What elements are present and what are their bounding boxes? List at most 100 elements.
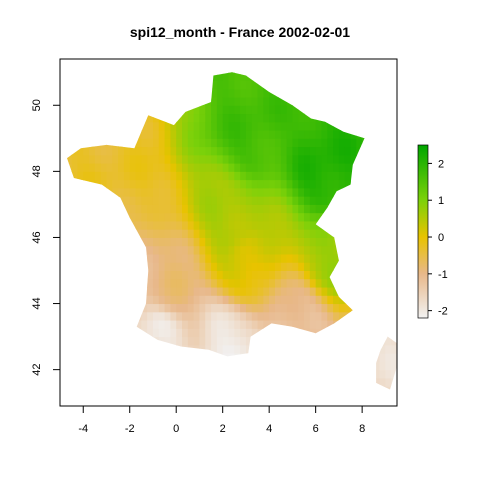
raster-cell: [60, 213, 66, 222]
raster-cell: [83, 394, 89, 403]
raster-cell: [367, 72, 375, 81]
raster-cell: [350, 171, 357, 181]
raster-cell: [292, 353, 299, 362]
raster-cell: [216, 262, 224, 271]
raster-cell: [245, 377, 253, 387]
raster-cell: [112, 204, 119, 214]
raster-cell: [129, 270, 137, 280]
raster-cell: [77, 287, 84, 296]
raster-cell: [245, 270, 253, 280]
raster-cell: [141, 171, 148, 181]
raster-cell: [257, 196, 264, 205]
raster-cell: [94, 353, 102, 362]
raster-cell: [77, 97, 84, 106]
raster-cell: [205, 262, 212, 271]
raster-cell: [309, 146, 317, 156]
raster-cell: [94, 369, 102, 379]
raster-cell: [298, 204, 305, 214]
raster-cell: [176, 187, 183, 197]
raster-cell: [240, 353, 247, 362]
raster-cell: [333, 336, 340, 346]
raster-cell: [182, 295, 189, 305]
raster-cell: [362, 179, 369, 189]
raster-cell: [94, 187, 102, 197]
raster-cell: [129, 113, 137, 123]
raster-cell: [274, 171, 282, 181]
raster-cell: [152, 163, 160, 172]
raster-cell: [228, 72, 235, 81]
raster-cell: [304, 344, 311, 354]
raster-cell: [385, 287, 392, 296]
raster-cell: [309, 88, 317, 98]
raster-cell: [356, 311, 363, 321]
raster-cell: [373, 97, 381, 106]
raster-cell: [112, 130, 119, 139]
raster-cell: [67, 386, 73, 390]
raster-cell: [338, 336, 346, 346]
raster-cell: [182, 229, 189, 238]
raster-cell: [379, 146, 386, 156]
raster-cell: [286, 179, 293, 189]
raster-cell: [199, 130, 206, 139]
raster-cell: [367, 270, 375, 280]
raster-cell: [135, 179, 142, 189]
raster-cell: [367, 121, 375, 131]
raster-cell: [205, 295, 212, 305]
raster-cell: [379, 121, 386, 131]
raster-cell: [251, 88, 259, 98]
raster-cell: [158, 154, 166, 164]
raster-cell: [367, 295, 375, 305]
raster-cell: [187, 212, 195, 222]
raster-cell: [77, 204, 84, 214]
raster-cell: [292, 220, 299, 230]
raster-cell: [83, 220, 90, 230]
raster-cell: [112, 328, 119, 338]
raster-cell: [199, 187, 206, 197]
raster-cell: [94, 163, 102, 172]
raster-cell: [112, 287, 119, 296]
raster-cell: [298, 146, 305, 156]
raster-cell: [216, 113, 224, 123]
raster-cell: [280, 303, 288, 313]
raster-cell: [71, 196, 78, 205]
raster-cell: [106, 295, 113, 305]
raster-cell: [280, 72, 288, 73]
raster-cell: [118, 196, 125, 205]
raster-cell: [269, 270, 276, 280]
raster-cell: [286, 97, 293, 106]
raster-cell: [356, 97, 363, 106]
raster-cell: [67, 229, 73, 238]
raster-cell: [100, 113, 107, 123]
raster-cell: [269, 212, 276, 222]
raster-cell: [222, 146, 229, 156]
raster-cell: [315, 237, 322, 247]
raster-cell: [274, 361, 282, 371]
raster-cell: [240, 303, 247, 313]
raster-cell: [350, 220, 357, 230]
raster-cell: [298, 295, 305, 305]
raster-cell: [94, 138, 102, 148]
raster-cell: [304, 72, 311, 73]
raster-cell: [187, 72, 195, 73]
raster-cell: [280, 245, 288, 255]
raster-cell: [228, 130, 235, 139]
raster-cell: [158, 253, 166, 263]
raster-cell: [205, 179, 212, 189]
raster-cell: [367, 179, 375, 189]
raster-cell: [362, 377, 369, 387]
raster-cell: [77, 386, 84, 390]
raster-cell: [153, 394, 159, 403]
raster-cell: [286, 353, 293, 362]
raster-cell: [135, 377, 142, 387]
raster-cell: [152, 204, 160, 214]
raster-cell: [60, 138, 66, 147]
raster-cell: [77, 72, 84, 73]
raster-cell: [118, 253, 125, 263]
raster-cell: [135, 130, 142, 139]
raster-cell: [315, 353, 322, 362]
raster-cell: [298, 72, 305, 81]
raster-cell: [118, 220, 125, 230]
raster-cell: [292, 303, 299, 313]
raster-cell: [67, 130, 73, 139]
raster-cell: [304, 187, 311, 197]
